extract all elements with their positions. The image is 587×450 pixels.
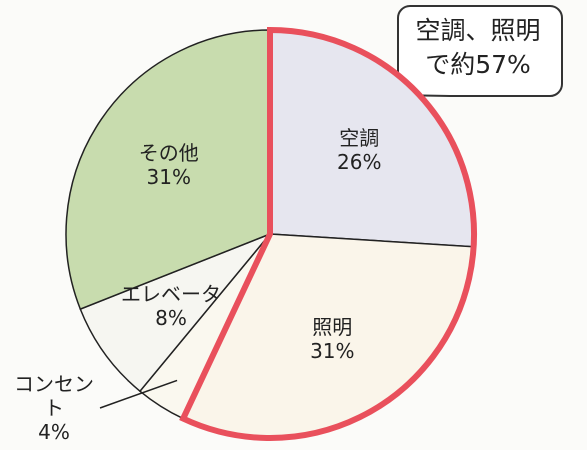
- slice-label: コンセント 4%: [12, 372, 96, 444]
- slice-name: その他: [138, 141, 199, 166]
- callout-text: 空調、照明で約57%: [415, 16, 541, 79]
- slice-label: その他 31%: [139, 141, 199, 189]
- slice-label: エレベータ 8%: [121, 282, 221, 330]
- pie-slice: [65, 29, 271, 311]
- slice-name: 空調: [339, 126, 380, 151]
- slice-label: 照明 31%: [310, 315, 354, 363]
- slice-value: 31%: [146, 165, 191, 190]
- callout-box: [334, 5, 563, 97]
- leader-line: [99, 379, 178, 409]
- highlight-outline: [179, 26, 477, 441]
- slice-label: 空調 26%: [337, 126, 381, 174]
- slice-value: 26%: [336, 150, 382, 175]
- slice-name: 照明: [312, 315, 353, 340]
- slice-name: コンセント: [14, 372, 94, 420]
- slice-value: 4%: [38, 420, 70, 444]
- slice-value: 31%: [310, 339, 355, 364]
- pie-slice: [79, 233, 271, 393]
- slice-name: エレベータ: [120, 281, 221, 306]
- slice-value: 8%: [155, 305, 187, 330]
